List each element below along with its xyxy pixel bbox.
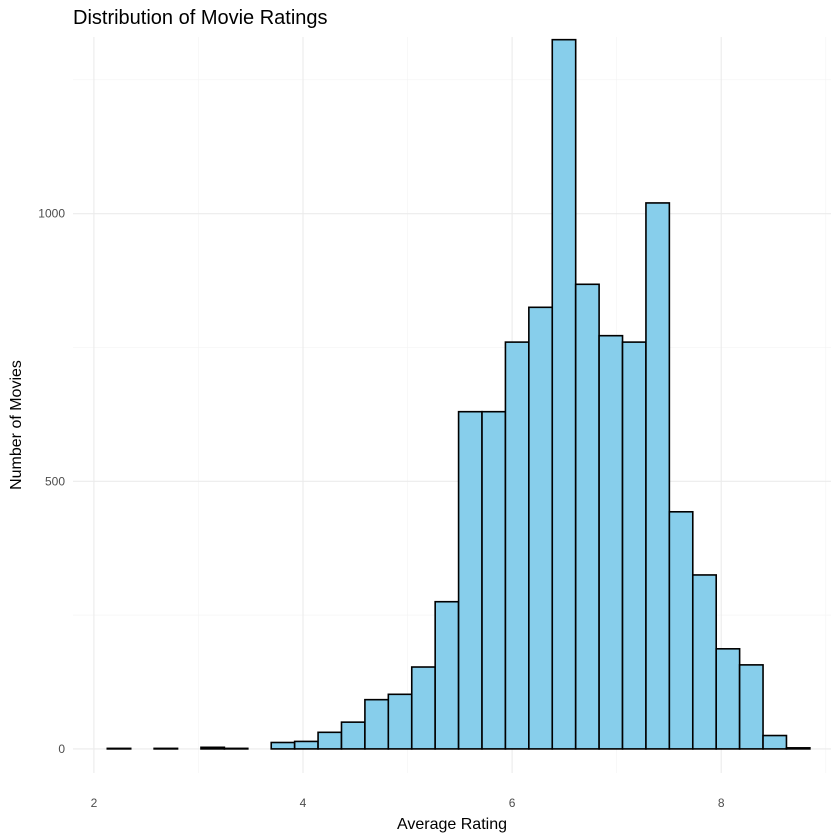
histogram-bar (621, 341, 647, 750)
histogram-bar (340, 721, 366, 750)
histogram-bars (106, 38, 811, 750)
chart-title: Distribution of Movie Ratings (73, 7, 328, 29)
x-tick-label: 8 (718, 796, 725, 810)
histogram-bar (387, 693, 413, 750)
y-axis-title: Number of Movies (8, 360, 25, 490)
histogram-bar (574, 283, 600, 750)
histogram-bar (410, 666, 436, 750)
x-tick-label: 4 (300, 796, 307, 810)
histogram-bar (762, 734, 788, 750)
x-tick-label: 6 (509, 796, 516, 810)
histogram-bar (223, 747, 249, 750)
histogram-bar (153, 747, 179, 750)
histogram-bar (785, 747, 811, 750)
histogram-bar (270, 741, 296, 750)
histogram-bar (293, 740, 319, 750)
y-tick-label: 1000 (38, 207, 65, 221)
histogram-bar (551, 38, 577, 750)
y-tick-label: 500 (45, 474, 65, 488)
histogram-bar (481, 410, 507, 750)
histogram-bar (504, 341, 530, 750)
histogram-bar (317, 731, 343, 750)
histogram-bar (457, 410, 483, 750)
histogram-bar (434, 600, 460, 750)
histogram-bar (598, 334, 624, 750)
histogram-bar (200, 746, 226, 750)
x-axis-ticks: 2 4 6 8 (91, 796, 725, 810)
histogram-bar (691, 574, 718, 750)
histogram-bar (738, 664, 764, 750)
histogram-bar (715, 648, 741, 750)
histogram-bar (668, 510, 694, 750)
y-tick-label: 0 (58, 742, 65, 756)
histogram-bar (528, 306, 554, 750)
x-axis-title: Average Rating (397, 816, 507, 833)
y-axis-ticks: 0 500 1000 (38, 207, 65, 756)
histogram-bar (645, 202, 671, 750)
histogram-bar (106, 747, 132, 750)
x-tick-label: 2 (91, 796, 98, 810)
histogram-bar (364, 698, 390, 750)
